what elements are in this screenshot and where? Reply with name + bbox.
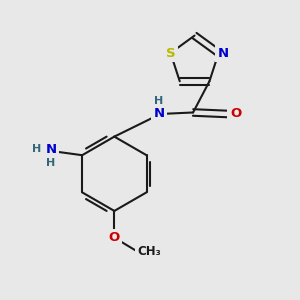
Text: H: H — [32, 144, 42, 154]
Text: S: S — [166, 46, 176, 59]
Text: H: H — [46, 158, 56, 168]
Text: O: O — [230, 107, 241, 121]
Text: CH₃: CH₃ — [137, 244, 161, 258]
Text: O: O — [109, 231, 120, 244]
Text: N: N — [45, 143, 56, 156]
Text: H: H — [154, 96, 164, 106]
Text: N: N — [218, 46, 229, 59]
Text: N: N — [153, 107, 164, 120]
